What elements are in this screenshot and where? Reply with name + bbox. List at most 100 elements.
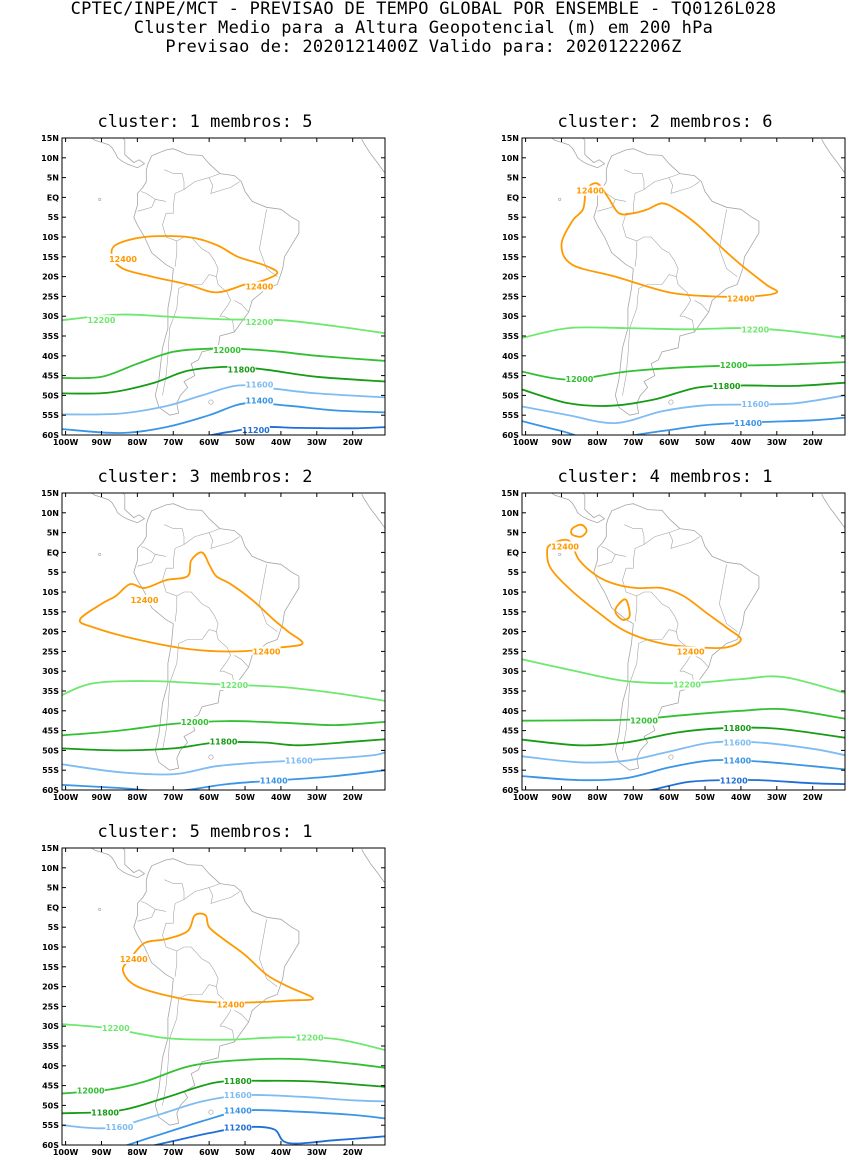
lat-label: 20S <box>502 273 519 282</box>
lon-label: 70W <box>623 793 643 802</box>
contour-label-bg <box>209 736 238 747</box>
contour-label-12400: 12400 <box>727 294 755 303</box>
map-plot: 12400 12400 12200 12200 12000 11800 11800 11600… <box>41 844 386 1157</box>
country-border <box>137 554 167 567</box>
lat-label: 60S <box>502 786 519 795</box>
lon-label: 20W <box>803 438 823 447</box>
contour-11200 <box>207 426 385 435</box>
contour-label-12200: 12200 <box>220 681 248 690</box>
lat-label: 5N <box>47 174 59 183</box>
map-layers: 12400 12400 12200 12200 12000 11800 11600 11400… <box>62 138 385 435</box>
lon-label: 30W <box>307 793 327 802</box>
map-layers: 12400 12400 12200 12000 11800 11600 11400 11200 <box>522 493 845 790</box>
lon-label: 40W <box>731 793 751 802</box>
contour-11400 <box>62 769 385 790</box>
country-border <box>176 946 232 1027</box>
lat-label: 25S <box>42 647 59 656</box>
africa-coastline <box>821 139 845 173</box>
contour-label-bg <box>101 1022 130 1033</box>
country-border <box>259 564 278 632</box>
contour-label-12000: 12000 <box>213 346 241 355</box>
lat-label: 10S <box>42 588 59 597</box>
galapagos-islands <box>98 907 102 911</box>
figure-header: CPTEC/INPE/MCT - PREVISAO DE TEMPO GLOBA… <box>0 0 847 57</box>
contour-11600 <box>522 394 845 425</box>
lon-label: 90W <box>91 438 111 447</box>
contour-label-12400: 12400 <box>109 255 137 264</box>
contour-12200 <box>62 313 385 335</box>
lat-label: EQ <box>47 548 59 557</box>
contour-label-bg <box>723 723 752 734</box>
cluster-panel-3: cluster: 3 membros: 2 12400 12400 12200 120… <box>5 467 405 812</box>
lat-label: 10N <box>41 509 59 518</box>
contour-label-11200: 11200 <box>224 1124 252 1133</box>
lat-label: EQ <box>47 193 59 202</box>
lon-label: 60W <box>199 1148 219 1157</box>
lat-label: 15N <box>501 489 519 498</box>
lat-label: 10N <box>501 509 519 518</box>
contour-label-bg <box>216 999 245 1010</box>
lat-label: 50S <box>502 746 519 755</box>
lon-label: 100W <box>53 793 79 802</box>
contour-label-bg <box>551 541 580 552</box>
south-america-coastline <box>593 148 760 416</box>
contour-label-bg <box>719 775 748 786</box>
country-border <box>162 643 179 751</box>
contour-label-bg <box>245 281 274 292</box>
contour-label-bg <box>223 1122 252 1133</box>
contour-label-12400: 12400 <box>677 647 705 656</box>
lat-label: 55S <box>502 766 519 775</box>
country-border <box>622 173 681 267</box>
contour-11800 <box>522 726 845 747</box>
lon-label: 20W <box>343 793 363 802</box>
contour-label-bg <box>245 379 274 390</box>
contour-label-bg <box>295 1032 324 1043</box>
panel-title: cluster: 4 membros: 1 <box>557 467 773 487</box>
contour-label-bg <box>741 399 770 410</box>
contour-label-12000: 12000 <box>181 718 209 727</box>
country-border <box>208 177 240 194</box>
central-america-coastline <box>522 493 606 524</box>
contour-label-11800: 11800 <box>224 1077 252 1086</box>
country-border <box>597 554 627 567</box>
lat-label: 15S <box>42 963 59 972</box>
central-america-coastline <box>522 138 606 169</box>
galapagos-islands <box>98 197 102 201</box>
lat-label: 10S <box>502 233 519 242</box>
contour-label-11400: 11400 <box>245 397 273 406</box>
country-border <box>208 887 240 904</box>
contour-label-bg <box>676 646 705 657</box>
header-title: CPTEC/INPE/MCT - PREVISAO DE TEMPO GLOBA… <box>70 0 777 19</box>
lon-label: 70W <box>163 1148 183 1157</box>
contour-11600 <box>62 384 385 416</box>
contour-12400 <box>121 912 315 1004</box>
map-plot: 12400 12400 12200 12000 11800 11600 11400 15N 10… <box>41 489 386 802</box>
country-border <box>259 209 278 277</box>
lat-label: 40S <box>42 352 59 361</box>
lon-label: 90W <box>91 793 111 802</box>
country-border <box>164 169 185 190</box>
lat-label: 35S <box>42 1042 59 1051</box>
map-plot: 12400 12400 12200 12200 12000 11800 11600 11400… <box>41 134 386 447</box>
country-border <box>201 629 217 640</box>
lat-label: 40S <box>42 707 59 716</box>
country-border <box>259 919 278 987</box>
lon-label: 80W <box>587 438 607 447</box>
central-america-coastline <box>62 493 146 524</box>
lon-label: 30W <box>767 438 787 447</box>
lon-label: 40W <box>731 438 751 447</box>
contour-label-bg <box>227 364 256 375</box>
country-border <box>622 528 681 622</box>
contour-11800 <box>62 738 385 752</box>
contour-label-12200: 12200 <box>88 316 116 325</box>
country-border <box>234 1010 249 1023</box>
panel-title: cluster: 1 membros: 5 <box>97 112 313 132</box>
lon-label: 100W <box>53 1148 79 1157</box>
contour-label-11400: 11400 <box>734 419 762 428</box>
lon-label: 20W <box>343 438 363 447</box>
contour-12000 <box>62 347 385 380</box>
lon-label: 90W <box>551 438 571 447</box>
country-border <box>636 236 692 317</box>
lat-label: 25S <box>42 1002 59 1011</box>
